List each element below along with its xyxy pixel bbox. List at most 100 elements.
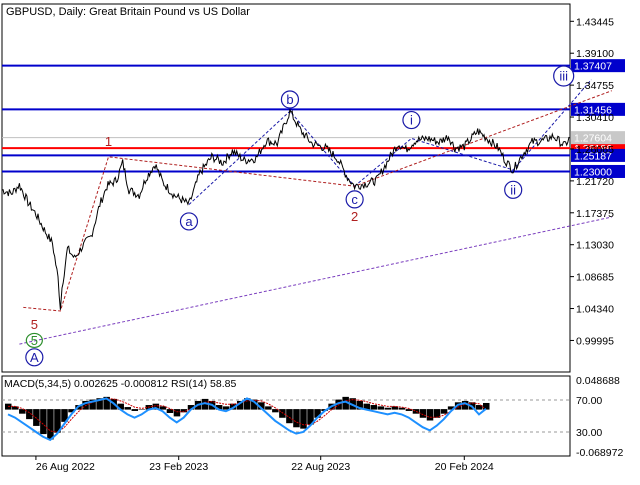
macd-bar xyxy=(265,406,272,410)
current-price-tag xyxy=(571,131,625,145)
wave-label-circle xyxy=(553,65,575,87)
macd-bar xyxy=(173,409,181,417)
macd-bar xyxy=(19,409,26,414)
wave-label-paren xyxy=(25,332,43,349)
macd-bar xyxy=(447,406,455,410)
macd-bar xyxy=(483,402,490,410)
macd-bar xyxy=(475,405,483,410)
wave-label: b xyxy=(286,92,293,107)
macd-bar xyxy=(96,398,103,410)
macd-bar xyxy=(68,409,75,413)
wave-label: i xyxy=(410,113,413,128)
y-tick-label: 1.30410 xyxy=(576,112,614,124)
macd-bar xyxy=(300,409,307,429)
macd-bar xyxy=(103,396,110,410)
y-tick-label: 1.26065 xyxy=(576,144,614,156)
y-tick-label: 1.21720 xyxy=(576,176,614,188)
macd-bar xyxy=(215,405,223,410)
macd-bar xyxy=(440,409,448,414)
wave-path xyxy=(19,216,612,345)
y-tick-label: 1.43445 xyxy=(576,16,614,28)
macd-signal-line xyxy=(8,398,487,433)
macd-bar xyxy=(152,403,160,410)
macd-bar xyxy=(412,409,420,414)
wave-label: A xyxy=(30,350,39,365)
macd-bar xyxy=(384,407,392,410)
level-label: 1.37407 xyxy=(574,61,612,73)
macd-bar xyxy=(117,403,124,410)
macd-bar xyxy=(131,409,139,411)
macd-bar xyxy=(314,409,321,418)
wave-label: iii xyxy=(559,68,568,83)
wave-path xyxy=(23,90,612,312)
macd-bar xyxy=(454,402,462,410)
macd-bar xyxy=(180,409,188,413)
macd-bar xyxy=(286,409,293,424)
macd-bar xyxy=(89,399,96,410)
indicator-tick-label: -0.068972 xyxy=(576,447,623,459)
macd-bar xyxy=(391,406,399,410)
wave-label: 5 xyxy=(31,333,38,348)
level-tag xyxy=(571,59,625,73)
wave-label: a xyxy=(185,214,193,229)
y-tick-label: 1.08685 xyxy=(576,272,614,284)
level-tag xyxy=(571,148,625,162)
macd-bar xyxy=(54,409,61,433)
macd-bar xyxy=(461,400,469,410)
macd-bar xyxy=(244,398,251,410)
macd-bar xyxy=(405,409,413,411)
macd-bar xyxy=(47,409,54,440)
wave-label: ii xyxy=(510,182,516,197)
main-plot-frame xyxy=(1,3,571,373)
indicator-tick-label: 30.00 xyxy=(576,427,602,439)
chart-title: GBPUSD, Daily: Great Britain Pound vs US… xyxy=(6,6,250,18)
macd-bar xyxy=(258,402,265,410)
y-tick-label: 1.04340 xyxy=(576,304,614,316)
y-tick-label: 1.13030 xyxy=(576,240,614,252)
wave-label-circle xyxy=(25,348,44,367)
macd-bar xyxy=(377,406,385,410)
level-label: 1.25187 xyxy=(574,150,612,162)
x-tick-label: 26 Aug 2022 xyxy=(36,461,95,473)
wave-label-circle xyxy=(179,212,199,231)
price-line xyxy=(1,109,571,310)
macd-bar xyxy=(222,406,230,410)
macd-bar xyxy=(398,407,406,410)
level-tag xyxy=(571,164,625,178)
indicator-label: MACD(5,34,5) 0.002625 -0.000812 RSI(14) … xyxy=(4,378,236,390)
macd-bar xyxy=(307,409,314,425)
macd-bar xyxy=(138,409,146,410)
wave-label: 5 xyxy=(31,317,38,332)
wave-label: 2 xyxy=(351,209,358,224)
current-price-label: 1.27604 xyxy=(574,133,612,145)
y-tick-label: 1.39100 xyxy=(576,48,614,60)
macd-bar xyxy=(426,409,434,421)
macd-bar xyxy=(419,409,427,418)
macd-bar xyxy=(272,409,279,413)
macd-bar xyxy=(12,406,19,410)
macd-bar xyxy=(279,409,286,418)
macd-bar xyxy=(159,406,167,410)
macd-bar xyxy=(356,400,363,410)
indicator-tick-label: 0.048688 xyxy=(576,375,620,387)
level-label: 1.31456 xyxy=(574,104,612,116)
macd-bar xyxy=(251,399,258,410)
macd-bar xyxy=(26,409,33,420)
macd-bar xyxy=(236,400,244,410)
wave-label-circle xyxy=(345,190,364,209)
macd-bar xyxy=(61,409,68,422)
macd-bar xyxy=(40,409,47,435)
wave-label-circle xyxy=(504,180,523,199)
macd-bar xyxy=(293,409,300,428)
level-label: 1.23000 xyxy=(574,166,612,178)
macd-bar xyxy=(187,405,195,410)
x-tick-label: 22 Aug 2023 xyxy=(291,461,350,473)
wave-label-circle xyxy=(280,90,300,109)
macd-bar xyxy=(370,405,378,410)
y-tick-label: 1.17375 xyxy=(576,208,614,220)
x-tick-label: 23 Feb 2023 xyxy=(149,461,208,473)
wave-label: c xyxy=(351,192,358,207)
wave-label: 1 xyxy=(105,134,112,149)
